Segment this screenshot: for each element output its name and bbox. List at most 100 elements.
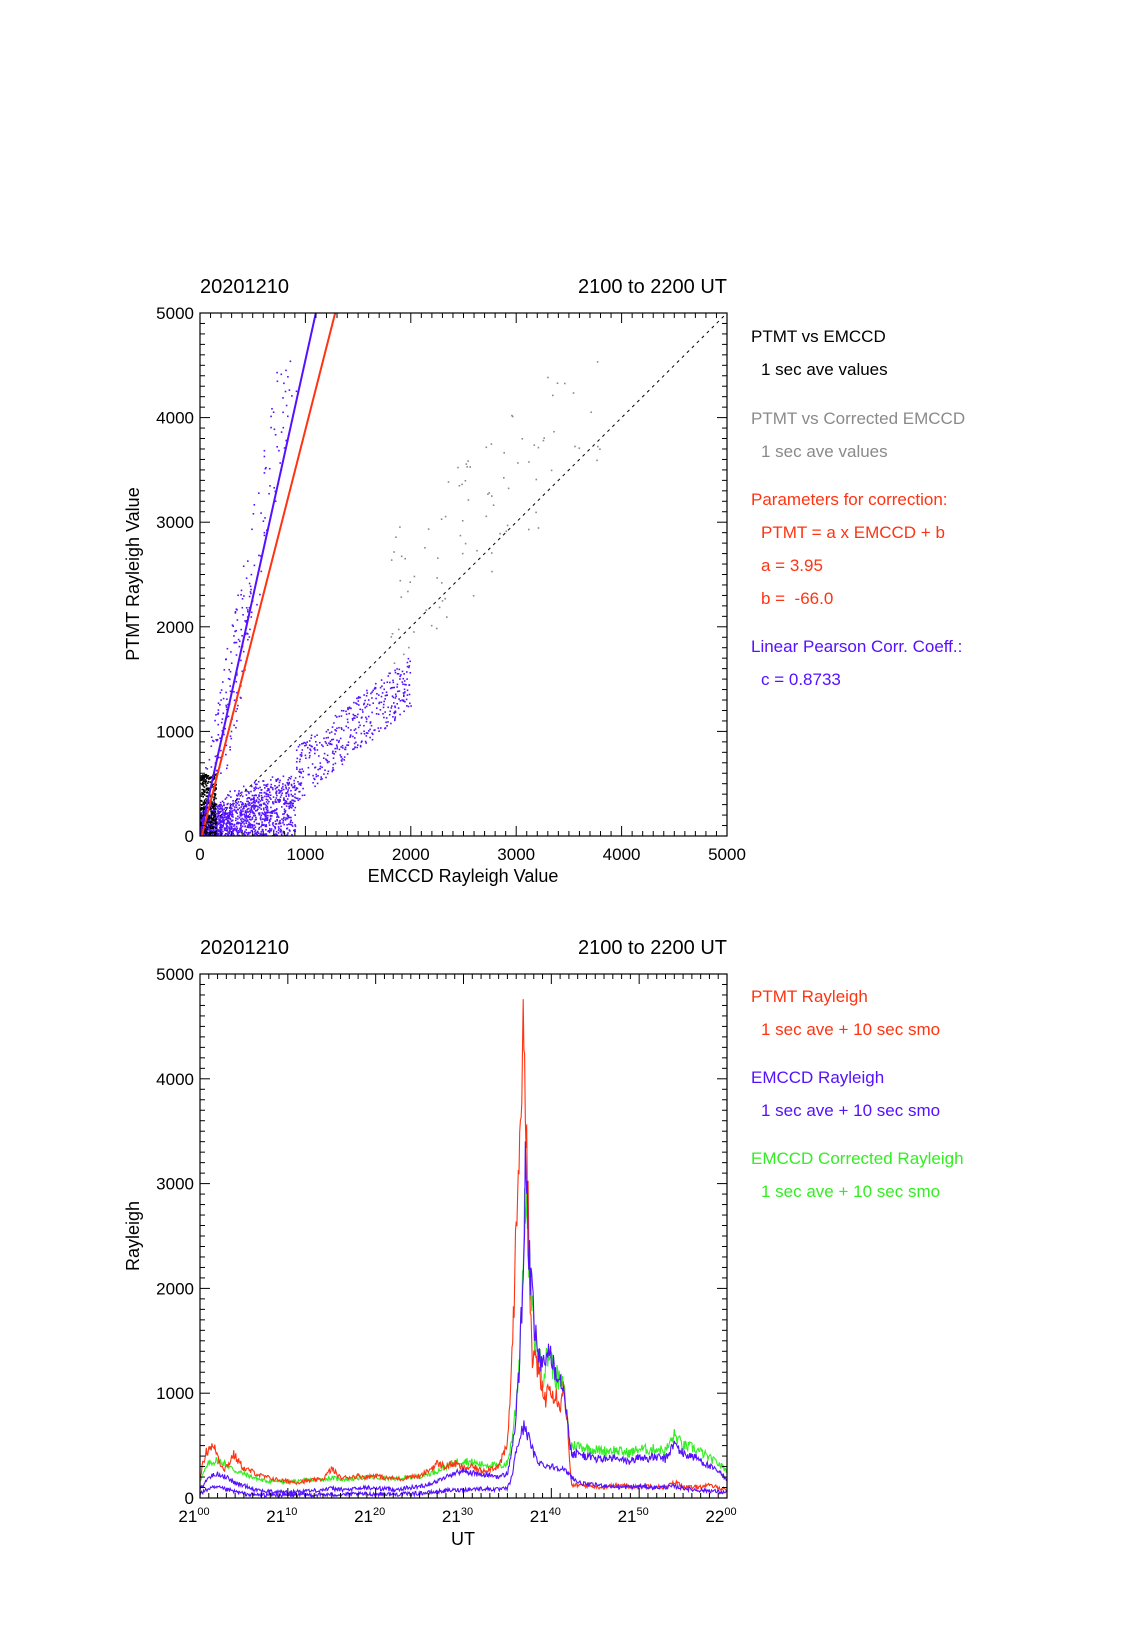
scatter-point — [217, 805, 220, 807]
scatter-point — [283, 816, 285, 819]
scatter-point — [219, 831, 222, 833]
scatter-point — [367, 715, 370, 718]
scatter-point — [250, 611, 253, 614]
scatter-point — [254, 806, 256, 808]
scatter-point — [239, 829, 241, 831]
scatter-point — [217, 806, 219, 808]
scatter-point — [215, 783, 217, 786]
scatter-point — [240, 826, 242, 829]
scatter-point — [392, 716, 394, 718]
scatter-point — [340, 746, 342, 748]
x-tick-label: 2120 — [354, 1506, 385, 1526]
scatter-point — [357, 744, 359, 746]
scatter-point — [229, 811, 231, 813]
scatter-point — [215, 830, 217, 832]
scatter-point — [315, 773, 317, 776]
scatter-point — [266, 790, 268, 792]
scatter-point — [289, 821, 292, 823]
scatter-point — [334, 733, 336, 735]
scatter-point — [238, 822, 241, 824]
scatter-point — [260, 814, 263, 817]
scatter-point — [217, 809, 219, 812]
scatter-point — [347, 721, 349, 724]
scatter-point — [227, 833, 229, 835]
scatter-point — [266, 799, 269, 801]
scatter-point — [265, 808, 268, 810]
scatter-point — [222, 812, 224, 815]
scatter-point — [263, 784, 265, 786]
scatter-point — [400, 555, 403, 558]
scatter-point — [294, 828, 296, 831]
scatter-point — [288, 782, 290, 785]
scatter-point — [201, 817, 203, 819]
scatter-point — [507, 487, 510, 490]
scatter-point — [254, 814, 256, 817]
scatter-point — [292, 805, 294, 807]
scatter-point — [237, 704, 239, 707]
scatter-point — [352, 713, 355, 716]
scatter-point — [242, 785, 245, 788]
scatter-point — [279, 828, 282, 831]
scatter-point — [217, 812, 220, 815]
scatter-point — [258, 812, 261, 814]
scatter-point — [307, 746, 309, 749]
scatter-point — [340, 759, 343, 762]
scatter-point — [341, 728, 343, 731]
scatter-point — [299, 798, 301, 800]
scatter-point — [203, 830, 205, 833]
scatter-point — [388, 672, 391, 675]
scatter-point — [261, 833, 263, 836]
scatter-point — [506, 524, 509, 527]
scatter-point — [209, 781, 211, 783]
scatter-point — [286, 798, 289, 800]
scatter-point — [264, 517, 266, 519]
scatter-point — [238, 790, 240, 792]
scatter-point — [323, 752, 326, 755]
scatter-point — [301, 749, 304, 751]
scatter-point — [308, 740, 311, 742]
scatter-point — [233, 808, 236, 811]
scatter-point — [251, 802, 253, 804]
scatter-point — [303, 741, 306, 744]
scatter-point — [214, 819, 217, 821]
scatter-point — [256, 834, 259, 836]
scatter-point — [209, 777, 211, 780]
scatter-point — [385, 717, 388, 719]
scatter-point — [203, 786, 206, 788]
scatter-point — [262, 824, 264, 826]
scatter-point — [224, 727, 226, 730]
scatter-point — [285, 795, 287, 797]
scatter-point — [234, 611, 237, 613]
scatter-point — [234, 612, 237, 614]
scatter-point — [309, 754, 311, 757]
scatter-point — [255, 833, 258, 835]
scatter-point — [278, 823, 280, 825]
scatter-point — [400, 596, 403, 598]
scatter-point — [254, 829, 257, 831]
scatter-point — [302, 787, 304, 790]
scatter-point — [261, 829, 264, 832]
scatter-point — [279, 791, 281, 794]
scatter-point — [202, 785, 205, 787]
scatter-point — [390, 559, 393, 561]
scatter-point — [366, 732, 369, 734]
x-tick-minutes: 50 — [637, 1506, 649, 1518]
scatter-point — [253, 797, 255, 799]
scatter-point — [228, 815, 230, 817]
scatter-point — [331, 743, 333, 746]
scatter-point — [213, 814, 215, 817]
scatter-point — [241, 606, 244, 609]
scatter-point — [399, 526, 401, 528]
scatter-point — [250, 588, 252, 591]
scatter-point — [231, 813, 234, 815]
scatter-point — [261, 824, 263, 827]
scatter-point — [226, 647, 229, 650]
scatter-point — [312, 782, 314, 784]
scatter-point — [342, 747, 344, 749]
scatter-point — [251, 804, 254, 807]
scatter-point — [244, 815, 247, 818]
scatter-point — [218, 830, 220, 833]
scatter-point — [229, 749, 231, 751]
scatter-point — [394, 717, 396, 720]
scatter-point — [296, 787, 299, 790]
